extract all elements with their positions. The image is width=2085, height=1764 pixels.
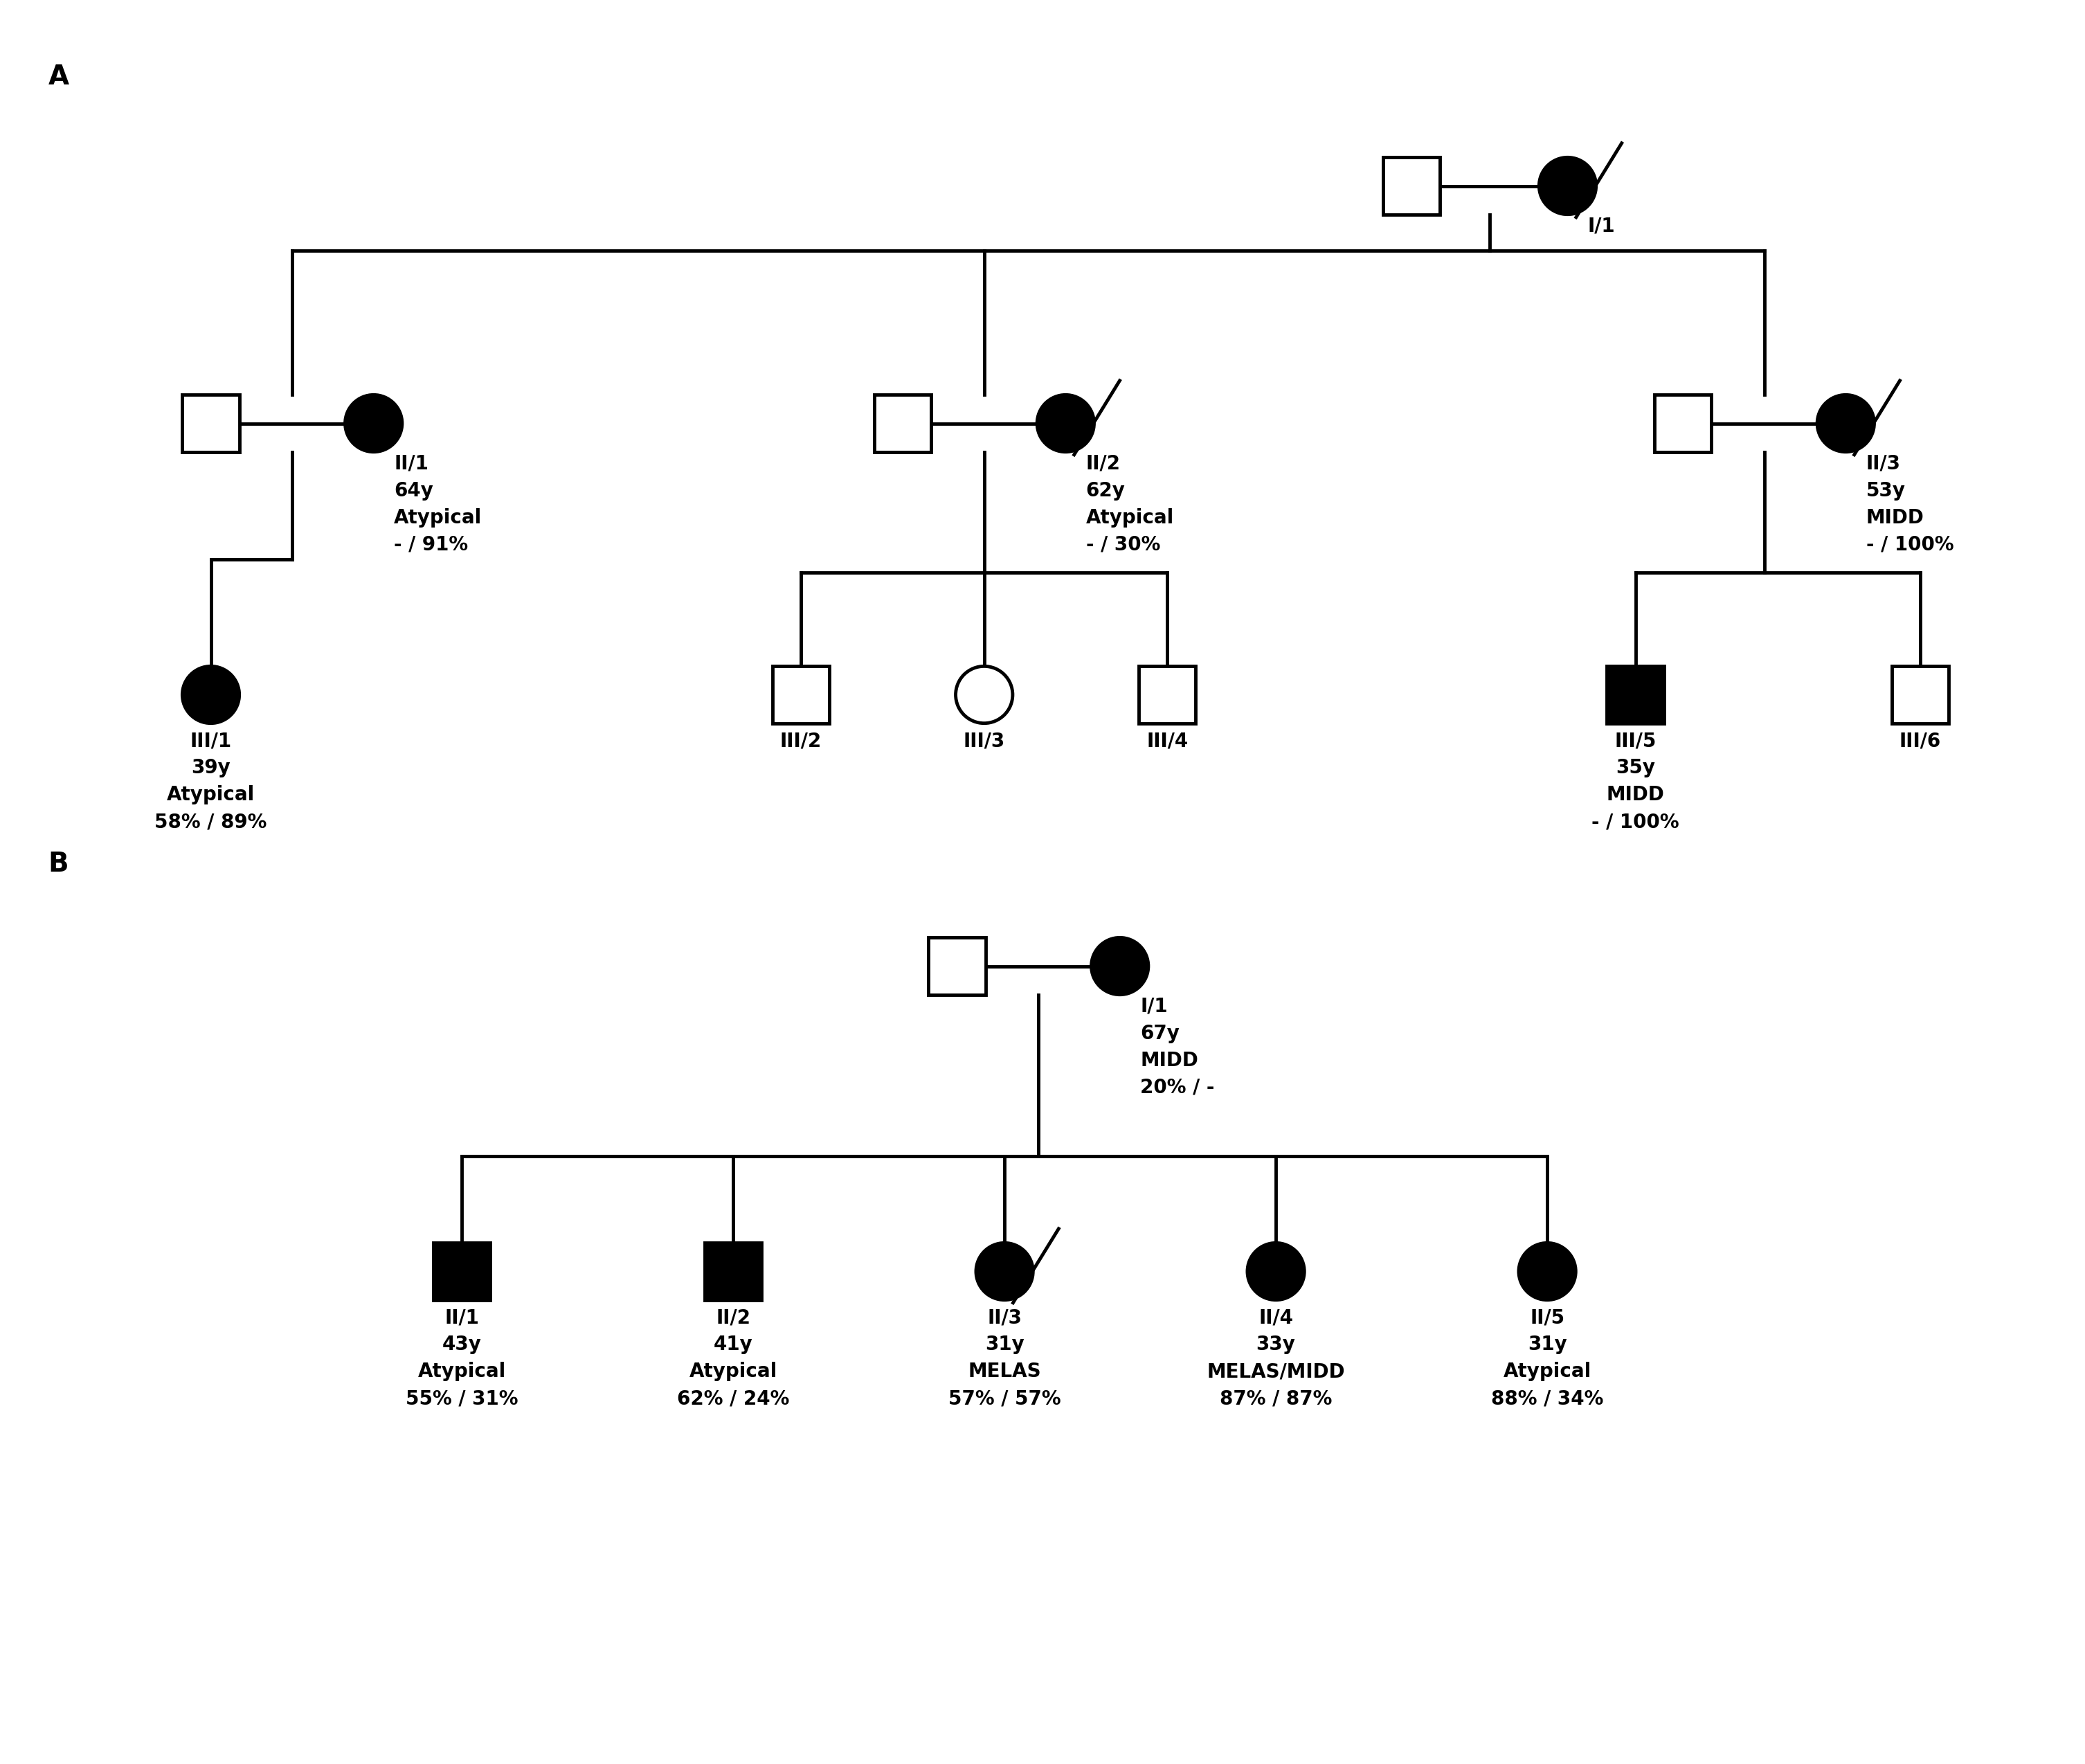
Text: A: A [48,64,69,90]
Text: III/6: III/6 [1899,732,1941,751]
Text: I/1: I/1 [1589,217,1616,236]
Text: III/1
39y
Atypical
58% / 89%: III/1 39y Atypical 58% / 89% [154,732,267,833]
Circle shape [346,395,402,452]
Text: B: B [48,850,69,877]
Text: II/1
64y
Atypical
- / 91%: II/1 64y Atypical - / 91% [394,453,482,554]
Circle shape [976,1244,1032,1300]
Text: II/2
41y
Atypical
62% / 24%: II/2 41y Atypical 62% / 24% [678,1309,790,1408]
Text: II/2
62y
Atypical
- / 30%: II/2 62y Atypical - / 30% [1086,453,1174,554]
Circle shape [1090,938,1149,995]
Text: III/3: III/3 [963,732,1005,751]
Text: II/5
31y
Atypical
88% / 34%: II/5 31y Atypical 88% / 34% [1491,1309,1603,1408]
Bar [1653,395,1712,452]
Text: II/4
33y
MELAS/MIDD
87% / 87%: II/4 33y MELAS/MIDD 87% / 87% [1207,1309,1345,1408]
Circle shape [181,667,240,723]
Text: III/2: III/2 [780,732,821,751]
Bar [928,938,986,995]
Bar [1138,667,1197,723]
Text: II/3
53y
MIDD
- / 100%: II/3 53y MIDD - / 100% [1866,453,1954,554]
Circle shape [1818,395,1874,452]
Text: II/1
43y
Atypical
55% / 31%: II/1 43y Atypical 55% / 31% [407,1309,517,1408]
Text: I/1
67y
MIDD
20% / -: I/1 67y MIDD 20% / - [1140,997,1216,1097]
Circle shape [1247,1244,1305,1300]
Bar [1891,667,1949,723]
Text: III/5
35y
MIDD
- / 100%: III/5 35y MIDD - / 100% [1591,732,1678,833]
Circle shape [1518,1244,1576,1300]
Text: II/3
31y
MELAS
57% / 57%: II/3 31y MELAS 57% / 57% [949,1309,1061,1408]
Bar [874,395,932,452]
Bar [181,395,240,452]
Bar [774,667,830,723]
Bar [705,1244,761,1300]
Circle shape [1539,157,1595,215]
Bar [1382,157,1441,215]
Bar [1608,667,1664,723]
Text: III/4: III/4 [1147,732,1188,751]
Circle shape [955,667,1013,723]
Bar [434,1244,490,1300]
Circle shape [1036,395,1095,452]
